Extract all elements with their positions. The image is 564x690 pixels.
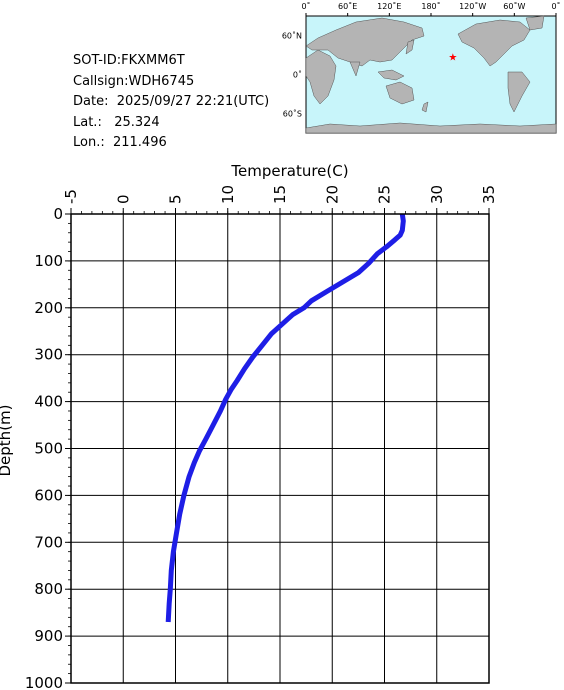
map-lat-label: 60˚N [282, 31, 302, 41]
map-lon-label: 60˚E [338, 1, 357, 11]
longitude-text: Lon.: 211.496 [73, 135, 167, 150]
y-tick-label: 1000 [25, 674, 63, 690]
map-longitude-labels: 0˚ 60˚E 120˚E 180˚ 120˚W 60˚W 0˚ [301, 1, 561, 16]
y-tick-label: 100 [34, 252, 63, 270]
map-lon-label: 120˚E [377, 1, 401, 11]
land-north-america [457, 19, 531, 67]
y-tick-label: 700 [34, 533, 63, 551]
land-africa [305, 49, 337, 105]
x-tick-label: 35 [480, 185, 498, 204]
x-tick-label: -5 [62, 189, 80, 204]
x-tick-label: 10 [219, 185, 237, 204]
land-australia [385, 81, 415, 105]
y-tick-label: 500 [34, 440, 63, 458]
chart-ticks: -5 0 5 10 15 20 25 30 35010020030040050060070080… [25, 185, 498, 690]
location-map: 0˚ 60˚E 120˚E 180˚ 120˚W 60˚W 0˚ 60˚N 0˚ 60˚S ★ [282, 1, 561, 134]
x-axis-title: Temperature(C) [230, 162, 348, 180]
chart-frame [70, 213, 490, 684]
map-lon-label: 0˚ [301, 1, 310, 11]
y-axis-title: Depth(m) [0, 404, 14, 476]
callsign-text: Callsign:WDH6745 [73, 73, 195, 89]
float-location-marker: ★ [448, 53, 457, 64]
y-tick-label: 400 [34, 393, 63, 411]
float-info-panel: SOT-ID:FKXMM6T Callsign:WDH6745 Date: 20… [73, 51, 269, 154]
date-text: Date: 2025/09/27 22:21(UTC) [73, 94, 270, 109]
latitude-text: Lat.: 25.324 [73, 114, 160, 130]
y-tick-label: 900 [34, 627, 63, 645]
x-tick-label: 5 [167, 194, 185, 204]
map-lat-label: 0˚ [293, 70, 302, 80]
land-south-america [507, 71, 531, 113]
land-india [349, 61, 361, 77]
land-indonesia [377, 69, 405, 81]
land-greenland [525, 15, 545, 31]
y-tick-label: 800 [34, 580, 63, 598]
land-antarctica [305, 122, 557, 134]
y-tick-label: 600 [34, 486, 63, 504]
y-tick-label: 0 [53, 205, 63, 223]
map-lon-label: 60˚W [503, 1, 525, 11]
y-tick-label: 200 [34, 299, 63, 317]
land-new-zealand [421, 101, 429, 113]
x-tick-label: 30 [428, 185, 446, 204]
map-land [305, 15, 557, 134]
chart-grid [70, 213, 490, 684]
map-lat-label: 60˚S [283, 109, 302, 119]
map-lon-label: 180˚ [421, 1, 440, 11]
x-tick-label: 20 [323, 185, 341, 204]
map-lon-label: 120˚W [459, 1, 486, 11]
map-lon-label: 0˚ [551, 1, 560, 11]
x-tick-label: 0 [114, 194, 132, 204]
land-eurasia [305, 17, 425, 67]
temperature-profile-line [165, 213, 406, 623]
x-tick-label: 15 [271, 185, 289, 204]
land-japan [405, 39, 415, 55]
sot-id-text: SOT-ID:FKXMM6T [73, 53, 185, 68]
map-latitude-labels: 60˚N 0˚ 60˚S [282, 31, 302, 119]
y-tick-label: 300 [34, 346, 63, 364]
x-tick-label: 25 [376, 185, 394, 204]
chart-series [165, 213, 406, 623]
